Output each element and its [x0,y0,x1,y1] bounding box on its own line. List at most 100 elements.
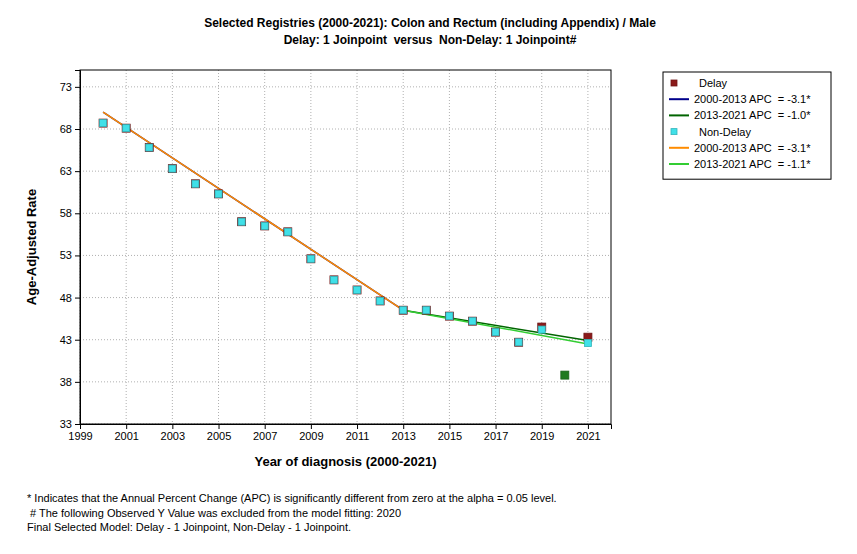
x-tick-label: 2009 [299,430,323,442]
x-axis-title: Year of diagnosis (2000-2021) [254,454,436,469]
grid-line-y [80,171,611,172]
legend-box [663,72,831,179]
x-tick: 2017 [484,424,508,442]
x-tick: 2011 [346,424,370,442]
data-point [377,297,384,304]
y-tick-label: 53 [60,249,72,261]
data-point [122,124,130,132]
y-tick-mark [75,424,80,425]
data-point [169,165,176,172]
y-tick-mark [75,213,80,214]
x-tick: 2001 [114,424,138,442]
subtitle: Delay: 1 Joinpoint versus Non-Delay: 1 J… [284,33,577,47]
y-tick: 48 [60,292,80,304]
y-tick: 68 [60,123,80,135]
data-point [191,180,199,188]
y-tick-label: 68 [60,123,72,135]
grid-line-x [264,70,265,424]
grid-line-x [172,70,173,424]
fit-line [403,310,588,344]
y-tick-mark [75,298,80,299]
x-tick-mark [496,424,497,429]
legend-label: 2013-2021 APC = -1.1* [694,158,811,170]
x-tick-mark [542,424,543,429]
x-tick: 2019 [530,424,554,442]
data-point [538,326,545,333]
data-point [100,120,107,127]
grid-line-x [541,70,542,424]
x-tick-mark [265,424,266,429]
y-tick: 58 [60,207,80,219]
legend-swatch [669,147,689,149]
data-point [446,313,453,320]
data-point [215,190,222,197]
grid-line-y [80,255,611,256]
footnote: Final Selected Model: Delay - 1 Joinpoin… [27,521,351,533]
x-tick-label: 2001 [114,430,138,442]
x-axis-line [81,425,612,430]
legend: Delay2000-2013 APC = -3.1*2013-2021 APC … [663,72,831,179]
y-tick: 33 [60,418,80,430]
data-point [330,276,338,284]
data-point [354,286,361,293]
data-point [284,228,292,236]
legend-label: 2000-2013 APC = -3.1* [694,142,811,154]
grid-line-x [126,70,127,424]
grid-line-y [80,381,611,382]
x-tick-label: 2015 [438,430,462,442]
marks [99,112,592,379]
legend-label: Non-Delay [699,126,751,138]
y-tick: 53 [60,249,80,261]
y-tick-label: 73 [60,81,72,93]
y-tick-label: 63 [60,165,72,177]
x-tick: 2007 [253,424,277,442]
x-tick-label: 2021 [576,430,600,442]
legend-swatch [669,114,689,116]
x-tick-mark [449,424,450,429]
data-point [99,119,107,127]
legend-swatch [671,129,677,135]
y-tick: 43 [60,334,80,346]
data-point [238,218,246,226]
data-point [376,297,384,305]
grid [80,70,611,424]
x-tick-label: 2013 [391,430,415,442]
y-tick-mark [75,129,80,130]
title: Selected Registries (2000-2021): Colon a… [204,16,656,30]
x-tick-mark [172,424,173,429]
y-axis: 333843485358636873 [60,71,81,431]
y-axis-title: Age-Adjusted Rate [24,189,39,305]
data-point [261,222,268,229]
x-tick: 2003 [161,424,185,442]
y-tick: 73 [60,81,80,93]
chart: Selected Registries (2000-2021): Colon a… [0,0,857,554]
y-tick-label: 43 [60,334,72,346]
x-tick: 2021 [576,424,600,442]
grid-line-x [357,70,358,424]
y-tick-label: 33 [60,418,72,430]
data-point [261,222,269,230]
data-point [307,255,315,263]
fit-line [103,112,403,310]
legend-label: 2000-2013 APC = -3.1* [694,93,811,105]
legend-label: 2013-2021 APC = -1.0* [694,109,811,121]
x-tick-label: 2011 [346,430,370,442]
plot-frame [80,70,611,424]
x-tick-mark [311,424,312,429]
data-point [145,144,153,152]
x-axis: 1999200120032005200720092011201320152017… [68,424,611,442]
fit-line [103,112,403,310]
x-tick: 2013 [391,424,415,442]
data-point [515,339,522,346]
grid-line-x [449,70,450,424]
legend-swatch [671,80,677,86]
data-point [469,318,476,325]
data-point [168,165,176,173]
data-point [445,312,453,320]
data-point [215,190,223,198]
data-point [422,306,430,314]
x-tick-label: 2003 [161,430,185,442]
data-point [330,276,337,283]
legend-swatch [669,98,689,100]
legend-swatch [669,163,689,165]
